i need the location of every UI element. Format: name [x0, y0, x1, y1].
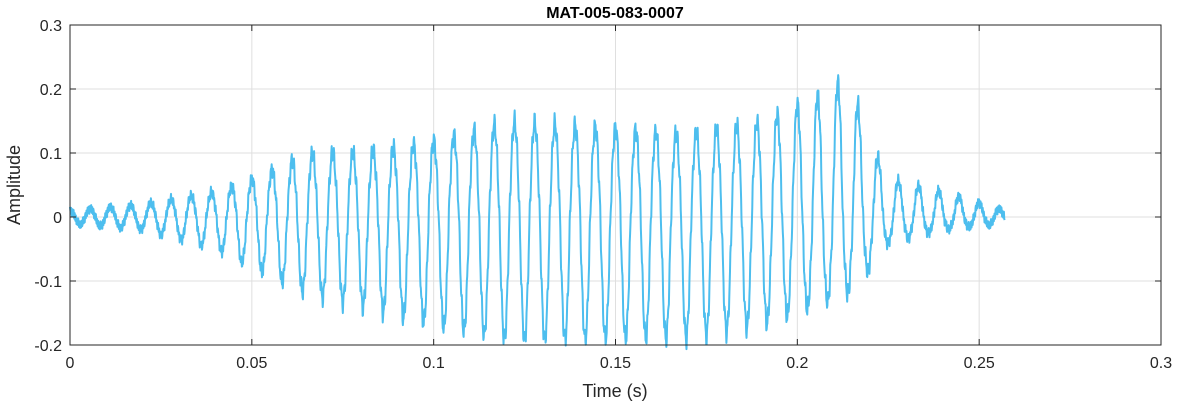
chart-title: MAT-005-083-0007: [546, 5, 684, 22]
y-tick-label: -0.2: [34, 338, 62, 355]
tick-marks: [69, 24, 1162, 346]
x-tick-label: 0.2: [786, 355, 808, 372]
x-tick-label: 0.1: [423, 355, 445, 372]
x-tick-label: 0.3: [1150, 355, 1172, 372]
y-axis-label: Amplitude: [4, 145, 24, 225]
y-tick-label: 0: [53, 210, 62, 227]
y-tick-labels: -0.2 -0.1 0 0.1 0.2 0.3: [34, 18, 62, 355]
signal-line: [69, 74, 1006, 351]
x-tick-label: 0.25: [964, 355, 995, 372]
x-axis-label: Time (s): [582, 381, 647, 401]
x-tick-label: 0: [66, 355, 75, 372]
x-tick-label: 0.05: [236, 355, 267, 372]
y-tick-label: 0.2: [40, 82, 62, 99]
y-tick-label: 0.1: [40, 146, 62, 163]
y-tick-label: 0.3: [40, 18, 62, 35]
y-tick-label: -0.1: [34, 274, 62, 291]
x-tick-labels: 0 0.05 0.1 0.15 0.2 0.25 0.3: [66, 355, 1173, 372]
x-tick-label: 0.15: [600, 355, 631, 372]
